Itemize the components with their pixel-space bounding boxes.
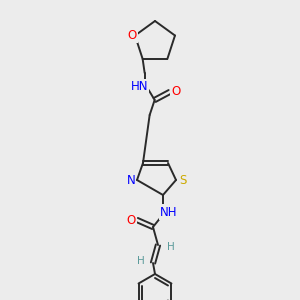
Text: NH: NH [160,206,178,218]
Text: N: N [127,173,135,187]
Text: HN: HN [131,80,148,94]
Text: O: O [128,29,137,42]
Text: S: S [179,173,187,187]
Text: O: O [126,214,136,226]
Text: H: H [137,256,145,266]
Text: H: H [167,242,175,252]
Text: O: O [171,85,180,98]
